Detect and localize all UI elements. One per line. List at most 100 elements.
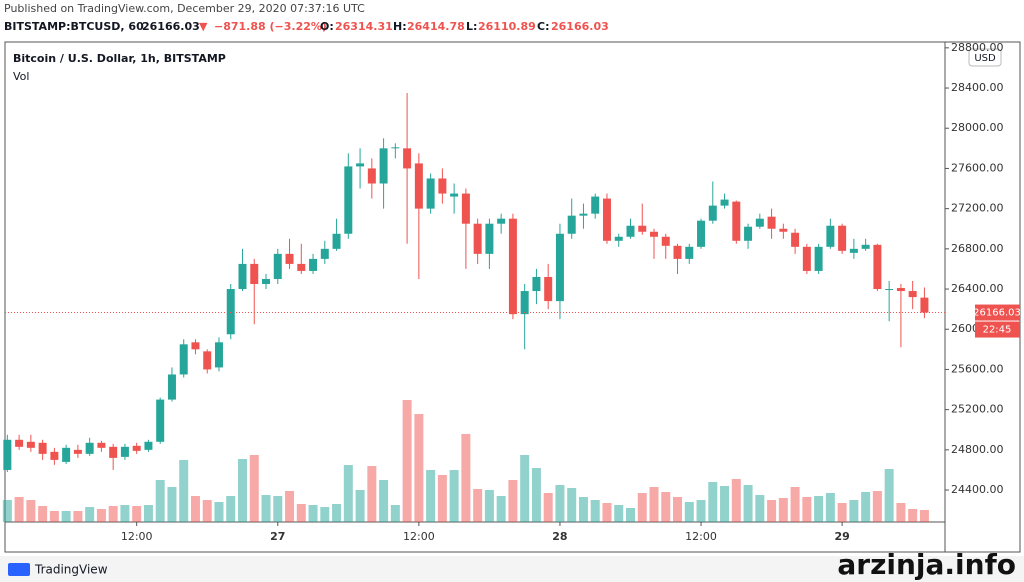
candle-body <box>720 199 729 206</box>
currency-badge[interactable] <box>968 48 1002 67</box>
volume-bar <box>402 400 412 522</box>
candle-body <box>544 276 553 302</box>
y-tick-label: 24800.00 <box>951 443 1004 456</box>
candle-body <box>438 178 447 194</box>
volume-bar <box>637 493 647 522</box>
volume-bar <box>155 480 165 522</box>
candle-body <box>661 236 670 246</box>
volume-bar <box>602 503 612 522</box>
footer-logo: TradingView <box>34 563 108 577</box>
candle-body <box>732 201 741 241</box>
volume-bar <box>73 511 83 522</box>
volume-bar <box>849 500 859 522</box>
candle-body <box>156 399 165 442</box>
volume-bar <box>226 496 236 522</box>
volume-bar <box>49 511 59 522</box>
candle-body <box>767 216 776 229</box>
volume-bar <box>238 459 247 522</box>
candle-body <box>250 263 259 285</box>
volume-bar <box>367 466 377 522</box>
candle-body <box>849 248 858 253</box>
candle-body <box>885 289 894 291</box>
candle-body <box>97 442 106 448</box>
volume-bar <box>437 475 447 522</box>
volume-bar <box>120 505 130 522</box>
volume-bar <box>296 504 306 522</box>
candle-body <box>532 276 541 292</box>
candle-body <box>461 193 470 224</box>
candle-body <box>144 441 153 450</box>
candle-body <box>626 225 635 237</box>
y-tick-label: 27200.00 <box>951 202 1004 215</box>
volume-bar <box>332 504 342 522</box>
candle-body <box>708 205 717 221</box>
volume-bar <box>649 487 659 522</box>
c-value: 26166.03 <box>551 20 609 33</box>
symbol: BITSTAMP:BTCUSD, 60 <box>4 20 144 33</box>
candle-body <box>120 446 129 457</box>
candle-body <box>638 225 647 232</box>
y-tick-label: 25600.00 <box>951 362 1004 375</box>
volume-bar <box>2 500 12 522</box>
candle-body <box>73 449 82 454</box>
x-tick-label: 12:00 <box>121 530 153 543</box>
x-tick-label: 28 <box>552 530 567 543</box>
watermark: arzinja.info <box>837 548 1016 581</box>
candle-body <box>814 246 823 271</box>
volume-bar <box>449 470 459 522</box>
candle-body <box>38 442 47 454</box>
x-tick-label: 29 <box>834 530 849 543</box>
published-note: Published on TradingView.com, December 2… <box>4 2 365 15</box>
volume-bar <box>531 468 541 522</box>
footer-bar <box>0 556 1024 582</box>
volume-bar <box>520 455 530 522</box>
y-tick-label: 28000.00 <box>951 121 1004 134</box>
volume-bar <box>790 487 800 522</box>
volume-bar <box>379 480 389 522</box>
volume-bar <box>884 469 894 522</box>
candle-body <box>179 344 188 375</box>
candle-body <box>920 297 929 313</box>
volume-bar <box>26 500 36 522</box>
volume-bar <box>214 502 224 522</box>
volume-bar <box>190 496 200 522</box>
candle-body <box>50 451 59 460</box>
volume-bar <box>684 502 694 522</box>
y-tick-label: 27600.00 <box>951 161 1004 174</box>
h-value: 26414.78 <box>407 20 465 33</box>
candle-body <box>485 223 494 254</box>
candle-body <box>614 236 623 241</box>
volume-bar <box>578 497 588 522</box>
plot <box>2 93 929 522</box>
candle-body <box>861 244 870 249</box>
o-value: 26314.31 <box>335 20 393 33</box>
ohlc-header: BITSTAMP:BTCUSD, 60 26166.03 ▼ −871.88 (… <box>4 20 609 33</box>
volume-bar <box>249 455 259 522</box>
chart-title: Bitcoin / U.S. Dollar, 1h, BITSTAMP <box>13 52 226 65</box>
volume-bar <box>179 460 189 522</box>
volume-bar <box>720 486 730 522</box>
candle-body <box>802 246 811 271</box>
volume-bar <box>896 503 906 522</box>
candle-body <box>132 445 141 451</box>
volume-bar <box>285 491 295 522</box>
volume-bar <box>132 506 142 522</box>
volume-bar <box>755 495 765 522</box>
l-label: L: <box>466 20 477 33</box>
candle-body <box>26 441 35 448</box>
candle-body <box>297 263 306 271</box>
volume-bar <box>661 492 671 522</box>
volume-bar <box>167 487 177 522</box>
y-tick-label: 28400.00 <box>951 81 1004 94</box>
candle-body <box>414 163 423 209</box>
volume-bar <box>543 493 553 522</box>
chart-frame <box>4 41 1021 553</box>
volume-bar <box>414 414 424 522</box>
candle-body <box>520 291 529 315</box>
candle-body <box>473 223 482 254</box>
candle-body <box>109 446 118 458</box>
candle-body <box>755 218 764 227</box>
candle-body <box>896 288 905 292</box>
candle-body <box>873 244 882 290</box>
volume-bar <box>814 496 824 522</box>
